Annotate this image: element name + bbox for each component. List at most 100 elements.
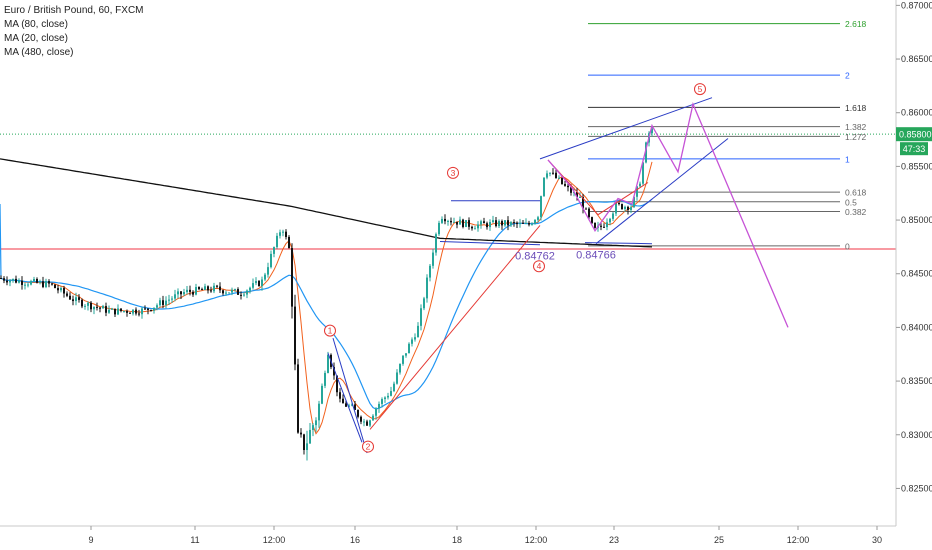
current-price-label: 0.85800 [899, 130, 932, 140]
candle-body [111, 308, 113, 310]
candle-body [342, 398, 344, 404]
candle-body [534, 219, 536, 224]
chart-title: Euro / British Pound, 60, FXCM [4, 5, 144, 16]
candle-body [48, 281, 50, 284]
candle-body [531, 223, 533, 225]
fib-level-label: 1.382 [845, 122, 867, 132]
candle-body [333, 367, 335, 376]
candle-body [471, 226, 473, 229]
wave-circle [694, 83, 706, 96]
candle-body [420, 308, 422, 326]
candle-body [447, 220, 449, 222]
candle-body [132, 309, 134, 314]
candle-body [567, 185, 569, 188]
candle-body [267, 267, 269, 275]
candle-body [153, 307, 155, 311]
legend-ma480[interactable]: MA (480, close) [4, 47, 74, 58]
candle-body [0, 278, 2, 280]
candle-body [114, 308, 116, 315]
candle-body [642, 162, 644, 184]
wedge-lower-line [595, 138, 729, 245]
candle-body [204, 286, 206, 290]
candle-body [399, 363, 401, 373]
candle-body [402, 355, 404, 364]
candle-body [117, 308, 119, 315]
candle-body [198, 287, 200, 290]
fib-level-label: 2 [845, 71, 850, 81]
candle-body [432, 252, 434, 266]
candle-body [210, 290, 212, 292]
candle-body [282, 231, 284, 233]
candle-body [144, 308, 146, 310]
channel-line [332, 337, 368, 454]
candle-body [78, 297, 80, 300]
countdown-tag [900, 142, 928, 156]
candle-body [543, 177, 545, 197]
candle-body [66, 293, 68, 296]
wedge-upper-line [539, 97, 713, 160]
candle-body [90, 302, 92, 310]
candle-body [105, 306, 107, 313]
candle-body [180, 291, 182, 295]
fib-level-label: 0.618 [845, 188, 867, 198]
candle-body [84, 305, 86, 307]
legend-ma80[interactable]: MA (80, close) [4, 19, 68, 30]
candle-body [306, 443, 308, 451]
candle-body [582, 197, 584, 209]
candle-body [207, 286, 209, 291]
candle-body [633, 196, 635, 208]
y-tick-label: 0.85500 [901, 161, 932, 171]
candle-body [591, 217, 593, 223]
candle-body [369, 420, 371, 426]
candle-body [360, 416, 362, 422]
candle-body [357, 409, 359, 417]
wave-number: 4 [537, 261, 542, 271]
candle-body [426, 277, 428, 299]
x-tick-label: 23 [609, 535, 619, 545]
ma80-line [0, 161, 653, 435]
candle-body [630, 207, 632, 210]
y-tick-label: 0.86000 [901, 108, 932, 118]
candle-body [159, 300, 161, 306]
candle-body [588, 208, 590, 218]
wave-circle [533, 260, 545, 273]
candle-body [411, 339, 413, 344]
candle-body [552, 172, 554, 174]
candle-body [51, 283, 53, 285]
candle-body [459, 219, 461, 225]
candle-body [285, 231, 287, 237]
candle-body [354, 404, 356, 410]
candle-body [606, 222, 608, 228]
candle-body [651, 128, 653, 134]
candle-body [186, 289, 188, 293]
candle-body [594, 222, 596, 228]
wave-line [547, 159, 649, 216]
candle-body [222, 290, 224, 294]
candle-body [246, 290, 248, 295]
candle-body [615, 203, 617, 214]
candle-body [639, 183, 641, 187]
candle-body [270, 253, 272, 268]
candle-body [393, 383, 395, 392]
candle-body [237, 289, 239, 295]
current-price-tag [896, 127, 932, 142]
candle-body [462, 219, 464, 227]
moving-averages [0, 158, 653, 435]
candle-body [327, 354, 329, 373]
candle-body [252, 283, 254, 288]
candle-body [507, 220, 509, 226]
candle-body [273, 247, 275, 254]
candle-body [39, 281, 41, 283]
fib-level-label: 0.5 [845, 197, 857, 207]
candle-body [345, 403, 347, 407]
candle-body [486, 223, 488, 228]
candle-body [177, 291, 179, 295]
candle-body [225, 292, 227, 294]
candle-body [579, 197, 581, 199]
candle-body [219, 286, 221, 291]
candle-body [324, 372, 326, 386]
candle-body [465, 220, 467, 227]
legend-ma20[interactable]: MA (20, close) [4, 33, 68, 44]
